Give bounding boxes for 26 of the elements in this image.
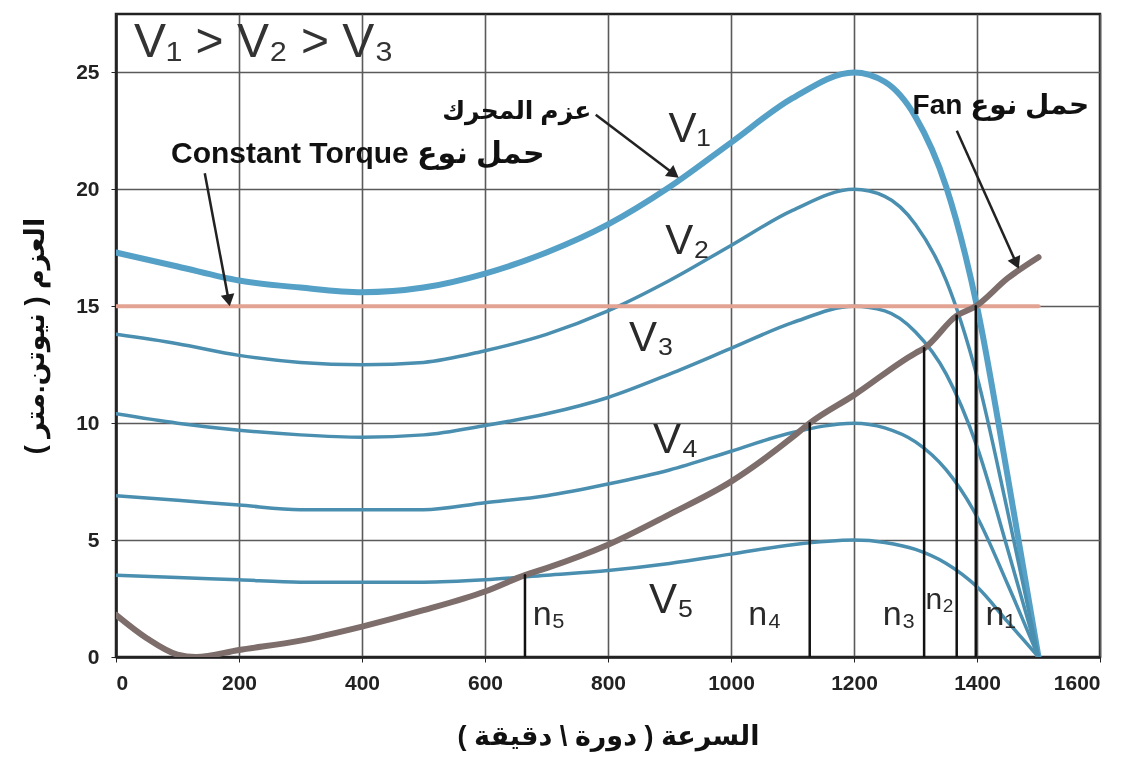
series-label: n₂ [925, 582, 954, 615]
y-tick-label: 5 [87, 527, 100, 551]
y-tick-label: 25 [76, 59, 100, 83]
x-tick-label: 1400 [954, 670, 1001, 694]
series-label: n₃ [882, 594, 916, 632]
series-label: V₂ [665, 215, 710, 263]
series-label: V₅ [649, 575, 694, 623]
y-axis-title: العزم ( نيوتن.متر ) [20, 217, 52, 455]
x-tick-label: 0 [116, 670, 129, 694]
series-label: n₄ [748, 594, 782, 632]
x-axis-title: السرعة ( دورة \ دقيقة ) [457, 720, 760, 752]
x-tick-label: 1200 [831, 670, 878, 694]
x-tick-label: 1000 [708, 670, 755, 694]
series-label: V₄ [652, 414, 699, 462]
series-label: n₅ [532, 594, 566, 632]
y-tick-label: 20 [76, 176, 100, 200]
x-tick-label: 200 [221, 670, 258, 694]
series-label: V₃ [628, 313, 675, 361]
series-label: V₁ [668, 104, 711, 152]
x-tick-label: 800 [590, 670, 627, 694]
y-tick-label: 0 [87, 644, 100, 668]
x-tick-label: 400 [344, 670, 381, 694]
y-tick-label: 15 [76, 293, 100, 317]
x-tick-label: 600 [467, 670, 504, 694]
x-tick-label: 1600 [1053, 670, 1101, 694]
y-tick-label: 10 [76, 410, 100, 434]
